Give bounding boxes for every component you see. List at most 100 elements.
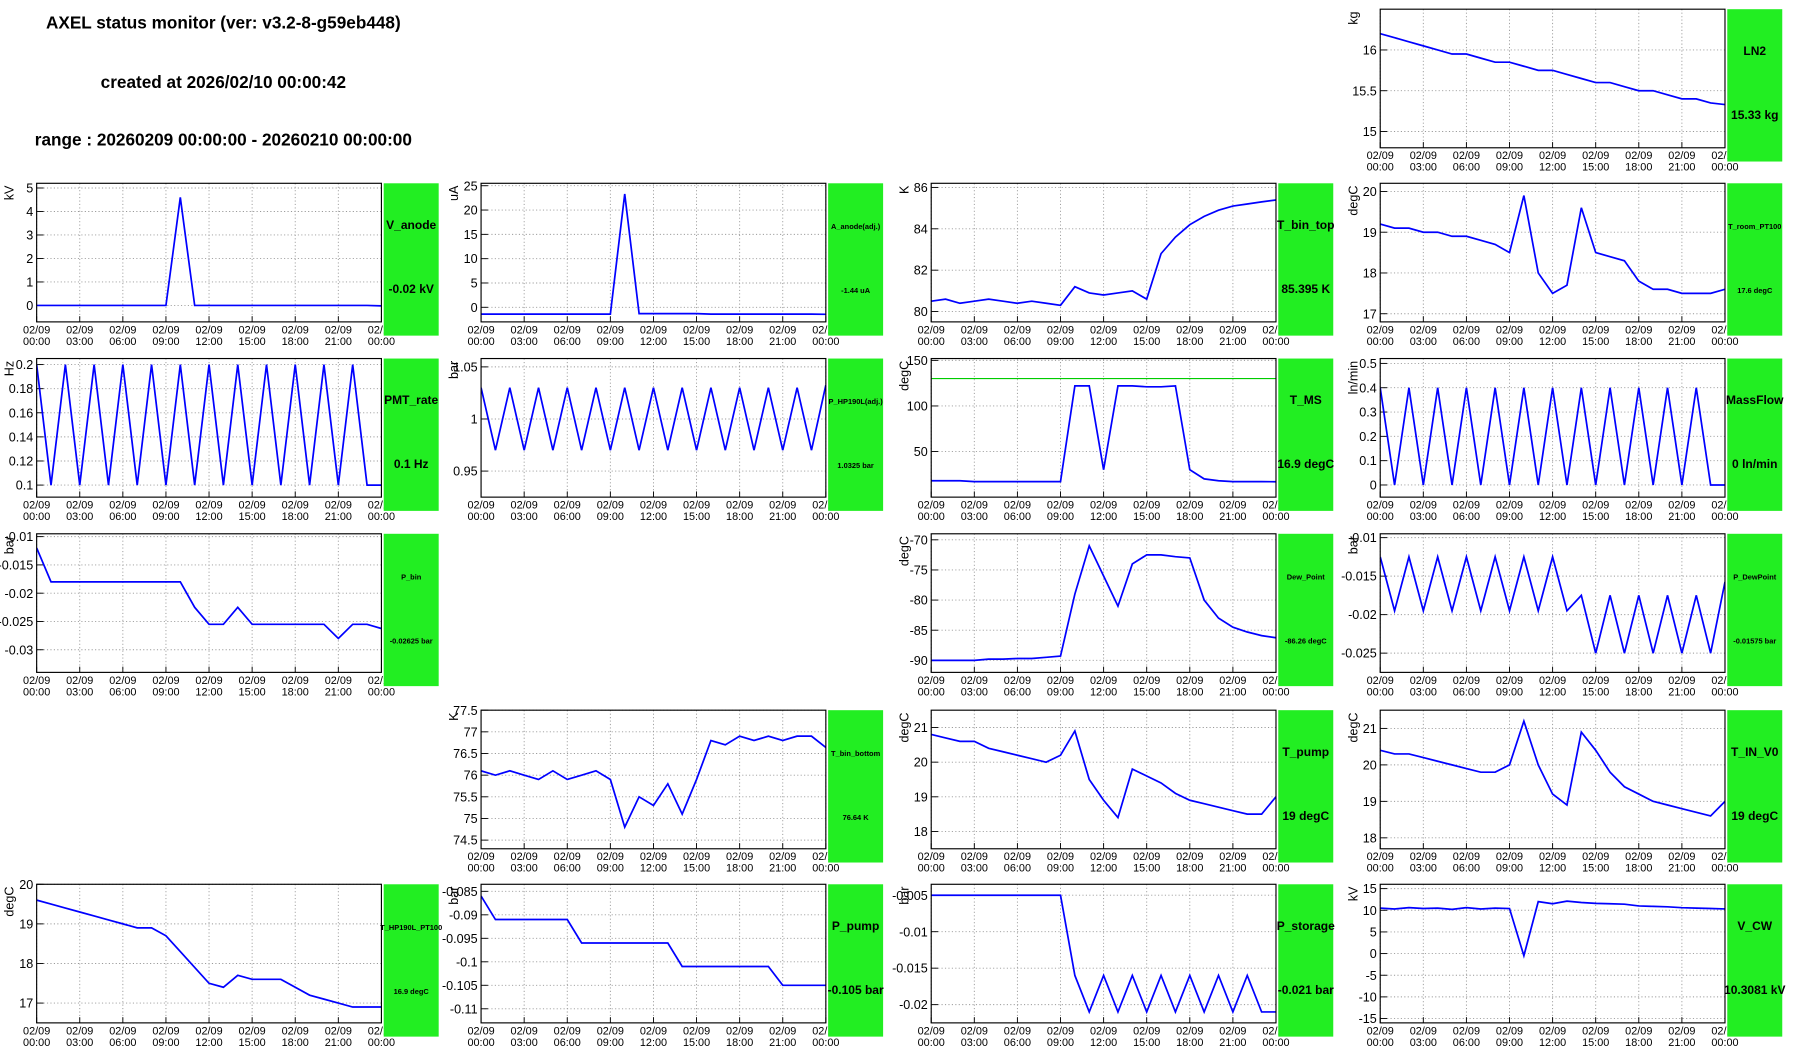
x-tick-time: 09:00	[1047, 336, 1074, 348]
y-tick-label: -0.02	[899, 998, 928, 1012]
y-tick-label: 20	[1363, 758, 1377, 772]
plot-frame	[480, 182, 827, 323]
x-tick-date: 02/09	[726, 324, 753, 336]
status-name: P_pump	[832, 919, 879, 933]
x-tick-time: 15:00	[1133, 511, 1160, 523]
status-value: 0.1 Hz	[394, 457, 429, 471]
status-name: T_HP190L_PT100	[380, 923, 442, 932]
x-tick-date: 02/09	[1625, 851, 1652, 863]
y-tick-label: 100	[907, 400, 928, 414]
y-tick-label: 0.18	[9, 382, 33, 396]
y-tick-label: -15	[1359, 1012, 1377, 1026]
x-tick-time: 00:00	[368, 511, 395, 523]
x-tick-date: 02/09	[769, 500, 796, 512]
data-line	[1380, 32, 1725, 106]
y-axis-label: degC	[897, 712, 911, 742]
x-tick-date: 02/09	[683, 851, 710, 863]
x-tick-time: 00:00	[1711, 686, 1738, 698]
x-tick-date: 02/09	[109, 675, 136, 687]
x-tick-date: 02/09	[1539, 851, 1566, 863]
y-tick-label: 15	[464, 228, 478, 242]
x-tick-time: 12:00	[1539, 162, 1566, 174]
x-tick-date: 02/09	[66, 324, 93, 336]
x-tick-date: 02/09	[769, 1025, 796, 1037]
x-tick-time: 18:00	[726, 863, 753, 875]
x-tick-time: 06:00	[109, 1037, 136, 1049]
x-tick-time: 21:00	[1668, 863, 1695, 875]
x-tick-time: 09:00	[1496, 863, 1523, 875]
status-box	[383, 884, 439, 1037]
y-tick-label: 16	[1363, 44, 1377, 58]
x-tick-time: 12:00	[195, 511, 222, 523]
x-tick-time: 00:00	[368, 336, 395, 348]
x-tick-time: 06:00	[554, 336, 581, 348]
x-tick-time: 00:00	[23, 686, 50, 698]
x-tick-time: 21:00	[1219, 336, 1246, 348]
status-name: T_bin_top	[1277, 218, 1334, 232]
x-tick-date: 02/09	[640, 324, 667, 336]
x-tick-date: 02/09	[239, 1025, 266, 1037]
y-tick-label: 84	[914, 222, 928, 236]
x-tick-time: 09:00	[1047, 686, 1074, 698]
y-axis-label: kg	[1346, 11, 1360, 24]
x-tick-date: 02/09	[1004, 324, 1031, 336]
y-axis-label: ln/min	[1346, 361, 1360, 395]
x-tick-time: 06:00	[1453, 686, 1480, 698]
x-tick-time: 09:00	[1047, 511, 1074, 523]
x-tick-date: 02/09	[325, 1025, 352, 1037]
data-line	[1380, 553, 1725, 654]
y-tick-label: 0.14	[9, 430, 33, 444]
y-tick-label: -85	[910, 624, 928, 638]
x-tick-date: 02/09	[1582, 1025, 1609, 1037]
x-tick-date: 02/09	[1176, 324, 1203, 336]
x-tick-time: 09:00	[152, 1037, 179, 1049]
x-tick-date: 02/09	[282, 675, 309, 687]
y-tick-label: 1	[26, 276, 33, 290]
status-value: -1.44 uA	[841, 286, 871, 295]
x-tick-time: 00:00	[918, 686, 945, 698]
x-tick-date: 02/09	[1004, 500, 1031, 512]
x-tick-time: 06:00	[109, 511, 136, 523]
status-value: -0.02 kV	[388, 282, 433, 296]
x-tick-time: 00:00	[1711, 336, 1738, 348]
x-tick-date: 02/09	[152, 500, 179, 512]
x-tick-time: 18:00	[1176, 1037, 1203, 1049]
x-tick-time: 06:00	[1004, 863, 1031, 875]
y-tick-label: 0.1	[16, 479, 34, 493]
y-tick-label: 20	[19, 878, 33, 892]
x-tick-time: 03:00	[1410, 863, 1437, 875]
x-tick-time: 09:00	[1047, 863, 1074, 875]
x-tick-time: 18:00	[282, 511, 309, 523]
y-tick-label: -75	[910, 564, 928, 578]
status-box	[1278, 533, 1334, 687]
x-tick-time: 18:00	[726, 1037, 753, 1049]
x-tick-date: 02/09	[109, 1025, 136, 1037]
x-tick-time: 15:00	[1133, 686, 1160, 698]
y-tick-label: -0.025	[1341, 647, 1377, 661]
x-tick-date: 02/09	[1133, 500, 1160, 512]
x-tick-date: 02/09	[1668, 851, 1695, 863]
x-tick-time: 15:00	[1582, 162, 1609, 174]
x-tick-date: 02/09	[554, 1025, 581, 1037]
x-tick-date: 02/09	[769, 851, 796, 863]
status-value: 85.395 K	[1281, 282, 1330, 296]
x-tick-date: 02/09	[1219, 675, 1246, 687]
status-box	[1727, 533, 1783, 687]
x-tick-date: 02/09	[1047, 500, 1074, 512]
panel: 74.57575.57676.57777.502/0900:0002/0903:…	[447, 704, 884, 875]
x-tick-time: 00:00	[812, 863, 839, 875]
x-tick-time: 12:00	[1539, 1037, 1566, 1049]
x-tick-time: 03:00	[961, 336, 988, 348]
x-tick-date: 02/09	[511, 500, 538, 512]
status-box	[383, 183, 439, 336]
x-tick-date: 02/09	[1367, 675, 1394, 687]
x-tick-time: 03:00	[511, 336, 538, 348]
y-tick-label: -0.01	[5, 530, 34, 544]
y-tick-label: 0	[26, 299, 33, 313]
x-tick-date: 02/09	[1668, 1025, 1695, 1037]
x-tick-date: 02/09	[325, 675, 352, 687]
x-tick-date: 02/09	[1410, 1025, 1437, 1037]
x-tick-time: 15:00	[1582, 686, 1609, 698]
y-tick-label: 0.2	[1359, 430, 1377, 444]
x-tick-date: 02/09	[1668, 675, 1695, 687]
